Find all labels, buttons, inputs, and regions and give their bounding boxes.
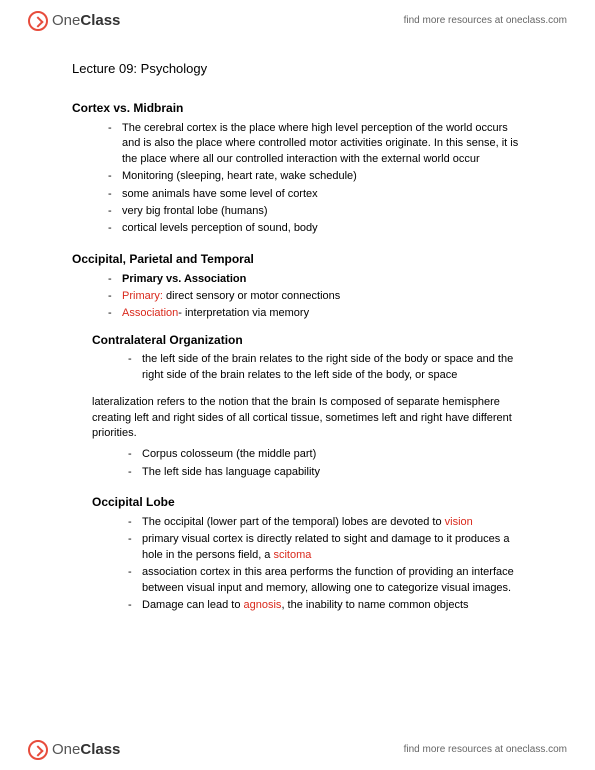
- list-item: The left side has language capability: [128, 465, 523, 480]
- section-contralateral-title: Contralateral Organization: [92, 332, 523, 349]
- section-cortex-title: Cortex vs. Midbrain: [72, 100, 523, 117]
- association-desc: - interpretation via memory: [178, 307, 309, 319]
- text: The occipital (lower part of the tempora…: [142, 516, 445, 528]
- list-item: The occipital (lower part of the tempora…: [128, 515, 523, 530]
- vision-term: vision: [445, 516, 473, 528]
- primary-desc: direct sensory or motor connections: [163, 290, 340, 302]
- page-header: OneClass find more resources at oneclass…: [0, 0, 595, 41]
- list-item: Primary: direct sensory or motor connect…: [108, 289, 523, 304]
- logo-text: OneClass: [52, 10, 120, 31]
- page-footer: OneClass find more resources at oneclass…: [0, 729, 595, 770]
- logo-text: OneClass: [52, 739, 120, 760]
- resources-link-top[interactable]: find more resources at oneclass.com: [404, 14, 567, 28]
- text: Damage can lead to: [142, 599, 244, 611]
- section-contralateral-list: the left side of the brain relates to th…: [72, 352, 523, 383]
- list-item: cortical levels perception of sound, bod…: [108, 221, 523, 236]
- document-body: Lecture 09: Psychology Cortex vs. Midbra…: [0, 0, 595, 675]
- section-cortex-list: The cerebral cortex is the place where h…: [72, 121, 523, 237]
- section-occipital-lobe-title: Occipital Lobe: [92, 494, 523, 511]
- list-item: very big frontal lobe (humans): [108, 204, 523, 219]
- lecture-title: Lecture 09: Psychology: [72, 60, 523, 78]
- list-item: Primary vs. Association: [108, 272, 523, 287]
- list-item: association cortex in this area performs…: [128, 565, 523, 596]
- list-item: Damage can lead to agnosis, the inabilit…: [128, 598, 523, 613]
- brand-logo[interactable]: OneClass: [28, 10, 120, 31]
- text: primary visual cortex is directly relate…: [142, 533, 509, 560]
- primary-label: Primary:: [122, 290, 163, 302]
- lateralization-paragraph: lateralization refers to the notion that…: [92, 395, 523, 441]
- list-item: Monitoring (sleeping, heart rate, wake s…: [108, 169, 523, 184]
- brand-logo-footer[interactable]: OneClass: [28, 739, 120, 760]
- list-item: The cerebral cortex is the place where h…: [108, 121, 523, 167]
- scitoma-term: scitoma: [273, 549, 311, 561]
- logo-icon: [28, 11, 48, 31]
- list-item: some animals have some level of cortex: [108, 187, 523, 202]
- primary-vs-association: Primary vs. Association: [122, 273, 246, 285]
- list-item: Corpus colosseum (the middle part): [128, 447, 523, 462]
- section-occipital-list: Primary vs. Association Primary: direct …: [72, 272, 523, 322]
- text: , the inability to name common objects: [281, 599, 468, 611]
- logo-icon: [28, 740, 48, 760]
- section-occipital-title: Occipital, Parietal and Temporal: [72, 251, 523, 268]
- list-item: primary visual cortex is directly relate…: [128, 532, 523, 563]
- agnosis-term: agnosis: [244, 599, 282, 611]
- section-occipital-lobe-list: The occipital (lower part of the tempora…: [72, 515, 523, 613]
- list-item: the left side of the brain relates to th…: [128, 352, 523, 383]
- resources-link-bottom[interactable]: find more resources at oneclass.com: [404, 743, 567, 757]
- association-label: Association: [122, 307, 178, 319]
- lateralization-list: Corpus colosseum (the middle part) The l…: [72, 447, 523, 480]
- list-item: Association- interpretation via memory: [108, 306, 523, 321]
